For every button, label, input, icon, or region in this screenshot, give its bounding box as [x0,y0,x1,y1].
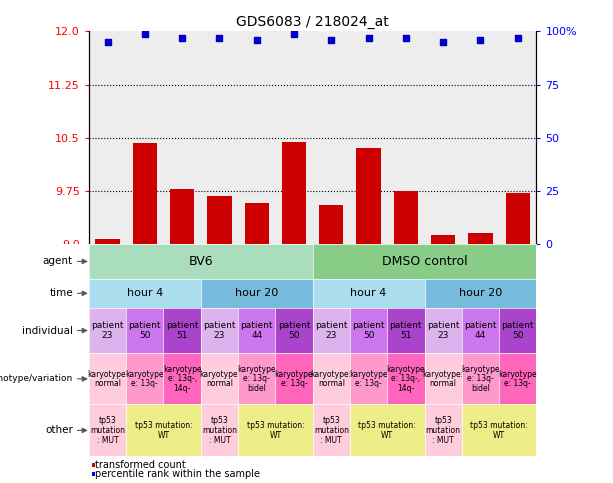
Bar [431,235,455,244]
Text: patient
44: patient 44 [240,321,273,340]
Text: patient
23: patient 23 [203,321,235,340]
Text: karyotype
e: 13q-,
14q-: karyotype e: 13q-, 14q- [163,365,202,393]
Text: tp53 mutation:
WT: tp53 mutation: WT [135,421,192,440]
Text: karyotype:
normal: karyotype: normal [422,369,463,388]
Text: genotype/variation: genotype/variation [0,374,73,384]
Point [140,29,150,37]
Text: karyotype
e: 13q-: karyotype e: 13q- [498,369,537,388]
Point [215,34,224,42]
Text: tp53 mutation:
WT: tp53 mutation: WT [246,421,304,440]
Text: karyotype:
normal: karyotype: normal [87,369,128,388]
Bar [275,31,313,244]
Text: karyotype
e: 13q-,
14q-: karyotype e: 13q-, 14q- [387,365,425,393]
Bar [89,31,126,244]
Text: karyotype
e: 13q-: karyotype e: 13q- [349,369,388,388]
Text: percentile rank within the sample: percentile rank within the sample [96,469,261,479]
Bar [468,233,493,244]
Text: tp53
mutation
: MUT: tp53 mutation : MUT [314,416,349,444]
Text: transformed count: transformed count [96,460,186,469]
Text: patient
23: patient 23 [427,321,459,340]
Bar [126,31,164,244]
Text: other: other [45,426,73,435]
Text: hour 20: hour 20 [459,288,502,298]
Point [102,38,112,46]
Text: DMSO control: DMSO control [382,255,467,268]
Bar [238,31,275,244]
Bar [394,191,418,244]
Bar [96,239,120,244]
Bar [164,31,201,244]
Bar [356,148,381,244]
Text: patient
50: patient 50 [129,321,161,340]
Text: tp53
mutation
: MUT: tp53 mutation : MUT [90,416,125,444]
Text: hour 20: hour 20 [235,288,278,298]
Bar [506,193,530,244]
Point [364,34,373,42]
Text: individual: individual [22,326,73,336]
Text: agent: agent [43,256,73,267]
Text: time: time [49,288,73,298]
Text: karyotype
e: 13q-
bidel: karyotype e: 13q- bidel [237,365,276,393]
Title: GDS6083 / 218024_at: GDS6083 / 218024_at [236,15,389,29]
Text: patient
50: patient 50 [278,321,310,340]
Text: karyotype:
normal: karyotype: normal [311,369,352,388]
Text: hour 4: hour 4 [127,288,163,298]
Bar [462,31,499,244]
Point [289,29,299,37]
Text: karyotype
e: 13q-
bidel: karyotype e: 13q- bidel [461,365,500,393]
Point [476,36,485,44]
Text: patient
50: patient 50 [501,321,534,340]
Text: BV6: BV6 [188,255,213,268]
Text: patient
51: patient 51 [166,321,199,340]
Text: patient
44: patient 44 [464,321,497,340]
Bar [207,196,232,244]
Text: patient
50: patient 50 [352,321,385,340]
Bar [170,189,194,244]
Bar [282,142,306,244]
Bar [132,143,157,244]
Text: tp53
mutation
: MUT: tp53 mutation : MUT [202,416,237,444]
Point [326,36,336,44]
Text: patient
51: patient 51 [390,321,422,340]
Point [252,36,262,44]
Text: patient
23: patient 23 [315,321,348,340]
Point [513,34,523,42]
Bar [319,205,343,244]
Bar [245,203,269,244]
Text: patient
23: patient 23 [91,321,124,340]
Point [438,38,448,46]
Bar [425,31,462,244]
Text: tp53 mutation:
WT: tp53 mutation: WT [470,421,528,440]
Bar [313,31,350,244]
Bar [499,31,536,244]
Text: tp53 mutation:
WT: tp53 mutation: WT [359,421,416,440]
Text: tp53
mutation
: MUT: tp53 mutation : MUT [425,416,460,444]
Bar [201,31,238,244]
Text: karyotype
e: 13q-: karyotype e: 13q- [275,369,313,388]
Text: karyotype:
normal: karyotype: normal [199,369,240,388]
Point [177,34,187,42]
Bar [350,31,387,244]
Point [401,34,411,42]
Bar [387,31,425,244]
Text: karyotype
e: 13q-: karyotype e: 13q- [126,369,164,388]
Text: hour 4: hour 4 [351,288,387,298]
